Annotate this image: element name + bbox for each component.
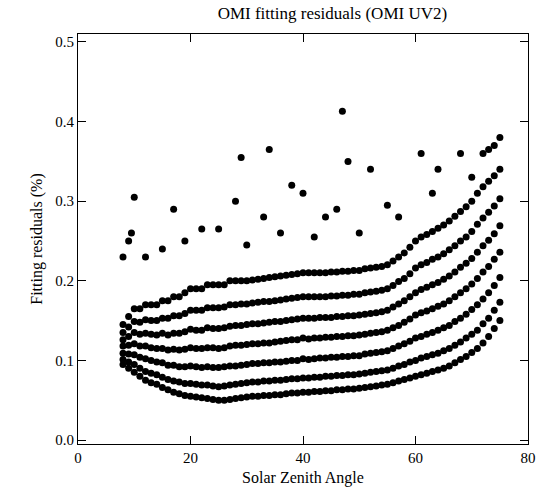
- svg-text:60: 60: [408, 450, 423, 466]
- svg-text:0: 0: [74, 450, 82, 466]
- svg-text:40: 40: [296, 450, 311, 466]
- svg-text:80: 80: [521, 450, 536, 466]
- svg-text:0.3: 0.3: [55, 193, 74, 209]
- svg-text:0.1: 0.1: [55, 353, 74, 369]
- svg-text:0.0: 0.0: [55, 432, 74, 448]
- svg-text:Solar Zenith Angle: Solar Zenith Angle: [242, 469, 364, 487]
- svg-text:0.5: 0.5: [55, 34, 74, 50]
- svg-text:20: 20: [183, 450, 198, 466]
- svg-text:0.2: 0.2: [55, 273, 74, 289]
- svg-text:Fitting residuals (%): Fitting residuals (%): [28, 173, 46, 305]
- svg-text:0.4: 0.4: [55, 114, 74, 130]
- svg-text:OMI fitting residuals (OMI UV2: OMI fitting residuals (OMI UV2): [218, 4, 447, 23]
